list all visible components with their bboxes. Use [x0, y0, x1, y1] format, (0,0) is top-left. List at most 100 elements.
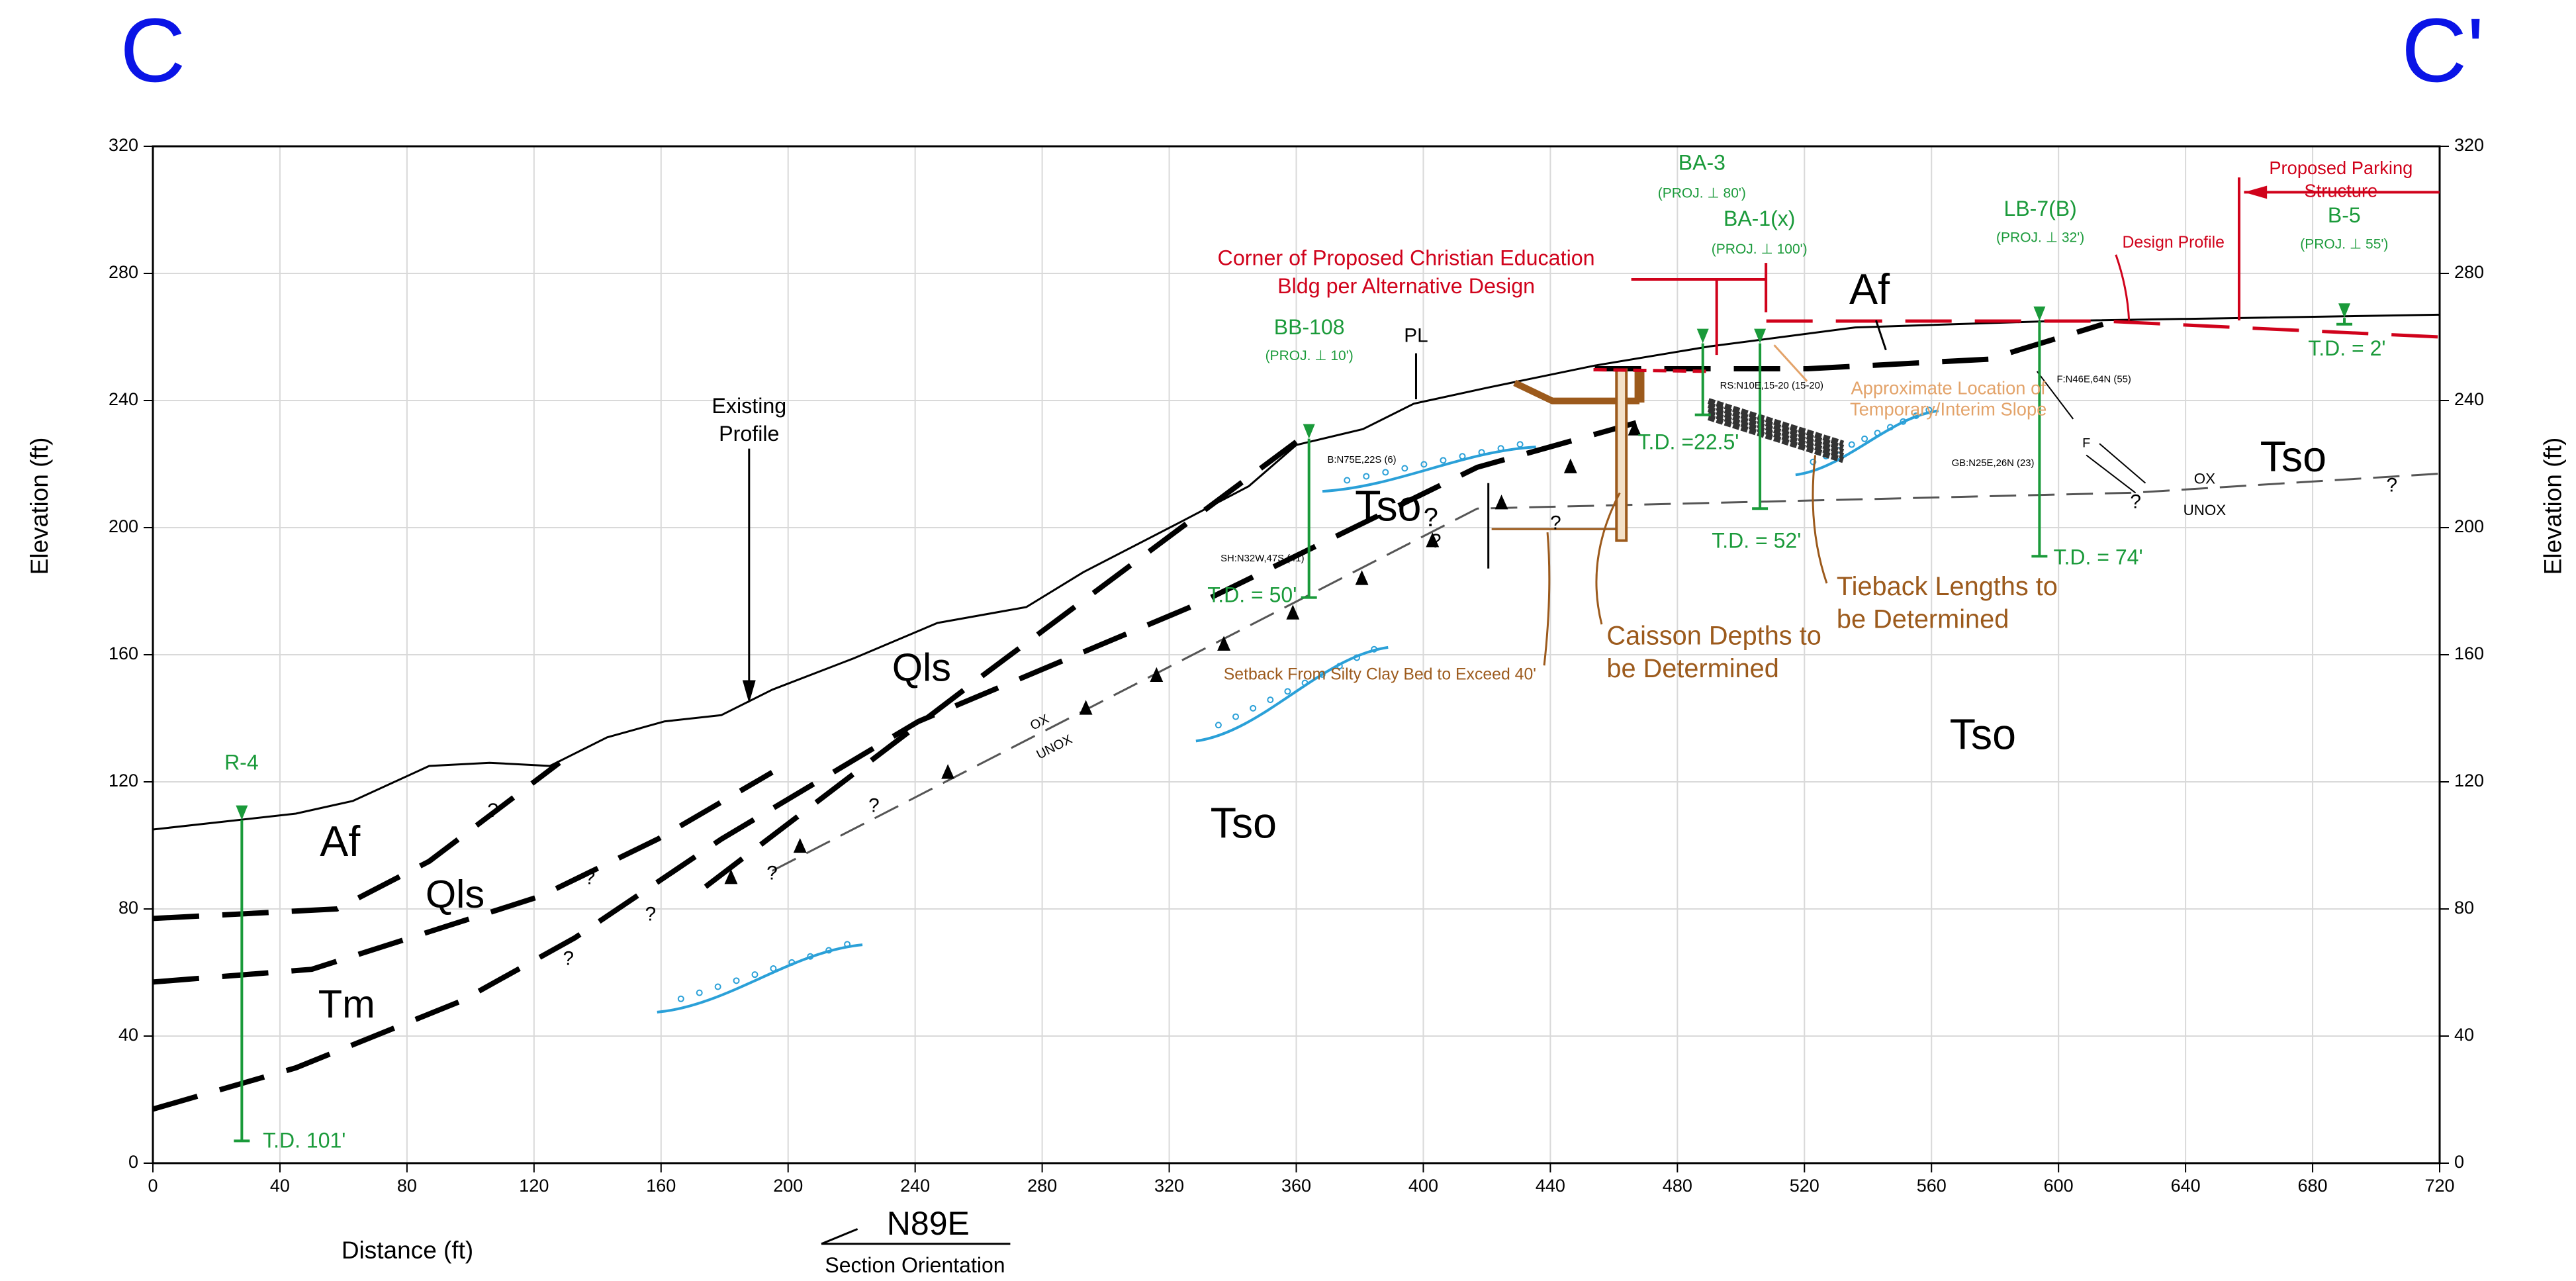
x-tick-label: 640: [2171, 1176, 2201, 1196]
clay-bed-dot: [844, 941, 851, 948]
fault-tooth: [1217, 636, 1231, 651]
leader: [2115, 254, 2131, 321]
annotation: Tso: [1355, 482, 1421, 530]
x-tick-label: 80: [397, 1176, 417, 1196]
clay-bed-dot: [1215, 722, 1222, 729]
annotation: Bldg per Alternative Design: [1277, 274, 1535, 298]
leader: [2086, 443, 2146, 494]
fault-tooth: [1150, 667, 1164, 683]
orientation-arrow: [821, 1228, 858, 1245]
x-tick-label: 400: [1408, 1176, 1438, 1196]
clay-bed-dot: [1478, 449, 1485, 456]
annotation: ?: [1430, 530, 1442, 552]
clay-bed-dot: [1848, 441, 1855, 448]
leader: [1543, 532, 1551, 666]
clay-bed-dot: [1382, 469, 1389, 476]
geologic-line: [152, 770, 774, 985]
y-tick-label: 0: [128, 1152, 138, 1172]
boring-top: [236, 805, 248, 820]
x-tick-label: 120: [519, 1176, 549, 1196]
y-tick-label: 40: [118, 1025, 138, 1045]
boring-total-depth: T.D. 101': [263, 1128, 345, 1152]
clay-bed-dot: [1861, 435, 1868, 442]
clay-bed-dot: [807, 953, 814, 960]
clay-bed-dot: [1459, 453, 1466, 460]
y-tick-label: 120: [109, 771, 138, 790]
x-tick-label: 560: [1917, 1176, 1947, 1196]
clay-bed-dot: [1344, 477, 1351, 484]
boring-top: [1696, 328, 1709, 344]
y2-tick-label: 40: [2454, 1025, 2474, 1045]
caisson-cap: [1634, 369, 1645, 403]
annotation: Profile: [719, 422, 779, 446]
clay-bed-dot: [1912, 412, 1919, 419]
boring-projection: (PROJ. ⊥ 32'): [1996, 230, 2084, 245]
clay-bed-dot: [788, 959, 796, 966]
annotation: ?: [2130, 491, 2141, 512]
section-title: C: [120, 0, 185, 101]
clay-bed-dot: [1232, 713, 1240, 720]
clay-bed-dot: [1250, 704, 1257, 712]
annotation: Corner of Proposed Christian Education: [1218, 246, 1595, 270]
y2-tick-label: 160: [2454, 643, 2484, 663]
annotation: be Determined: [1837, 605, 2009, 634]
leader: [1595, 492, 1621, 625]
geologic-line: [152, 420, 1637, 1112]
annotation: ?: [2387, 475, 2398, 497]
annotation: B:N75E,22S (6): [1327, 455, 1396, 465]
fault-tooth: [941, 764, 955, 779]
annotation: Setback From Silty Clay Bed to Exceed 40…: [1224, 666, 1536, 684]
boring-top: [1303, 424, 1315, 439]
y2-tick-label: 320: [2454, 135, 2484, 155]
tieback: [1707, 410, 1845, 459]
x-tick-label: 360: [1281, 1176, 1311, 1196]
boring-name: BA-1(x): [1724, 207, 1795, 230]
annotation: ?: [868, 795, 880, 817]
annotation: GB:N25E,26N (23): [1952, 458, 2035, 469]
clay-bed-dot: [1900, 418, 1907, 425]
x-tick-label: 600: [2044, 1176, 2074, 1196]
retaining-wall: [1513, 379, 1640, 404]
geologic-line: [152, 313, 2440, 831]
y-axis-label: Elevation (ft): [26, 438, 53, 575]
x-tick-label: 160: [646, 1176, 676, 1196]
boring-name: BB-108: [1274, 315, 1345, 339]
annotation: Temporary/Interim Slope: [1850, 399, 2047, 420]
tieback: [1707, 414, 1845, 463]
annotation: OX: [2194, 471, 2215, 487]
fault-tooth: [1426, 532, 1440, 547]
clay-bed-dot: [1874, 430, 1881, 437]
annotation: Structure: [2304, 181, 2377, 201]
annotation: RS:N10E,15-20 (15-20): [1720, 381, 1823, 391]
clay-bed: [1322, 446, 1536, 493]
boring-name: LB-7(B): [2004, 197, 2077, 220]
clay-bed-dot: [1401, 465, 1408, 472]
clay-bed-dot: [770, 965, 777, 973]
x-tick-label: 200: [773, 1176, 803, 1196]
annotation: ?: [563, 947, 574, 969]
annotation: Tso: [2260, 433, 2326, 481]
y-tick-label: 280: [109, 262, 138, 282]
clay-bed-dot: [1810, 458, 1817, 465]
leader: [1812, 455, 1828, 584]
clay-bed-dot: [714, 983, 721, 990]
boring-projection: (PROJ. ⊥ 80'): [1658, 185, 1746, 201]
fault-tooth: [1628, 420, 1641, 436]
y-tick-label: 240: [109, 389, 138, 409]
y-tick-label: 80: [118, 898, 138, 918]
x-tick-label: 320: [1154, 1176, 1184, 1196]
annotation: Approximate Location of: [1851, 377, 2046, 398]
annotation: Tieback Lengths to: [1837, 572, 2058, 601]
y-tick-label: 320: [109, 135, 138, 155]
leader-arrow: [742, 680, 756, 704]
annotation: Existing: [712, 394, 786, 418]
fault-tooth: [1286, 604, 1300, 620]
annotation: ?: [1550, 512, 1561, 534]
x-tick-label: 280: [1027, 1176, 1057, 1196]
annotation: Design Profile: [2122, 234, 2224, 252]
leader: [1875, 320, 1887, 351]
annotation: Proposed Parking: [2269, 158, 2413, 178]
boring-projection: (PROJ. ⊥ 100'): [1712, 242, 1808, 257]
